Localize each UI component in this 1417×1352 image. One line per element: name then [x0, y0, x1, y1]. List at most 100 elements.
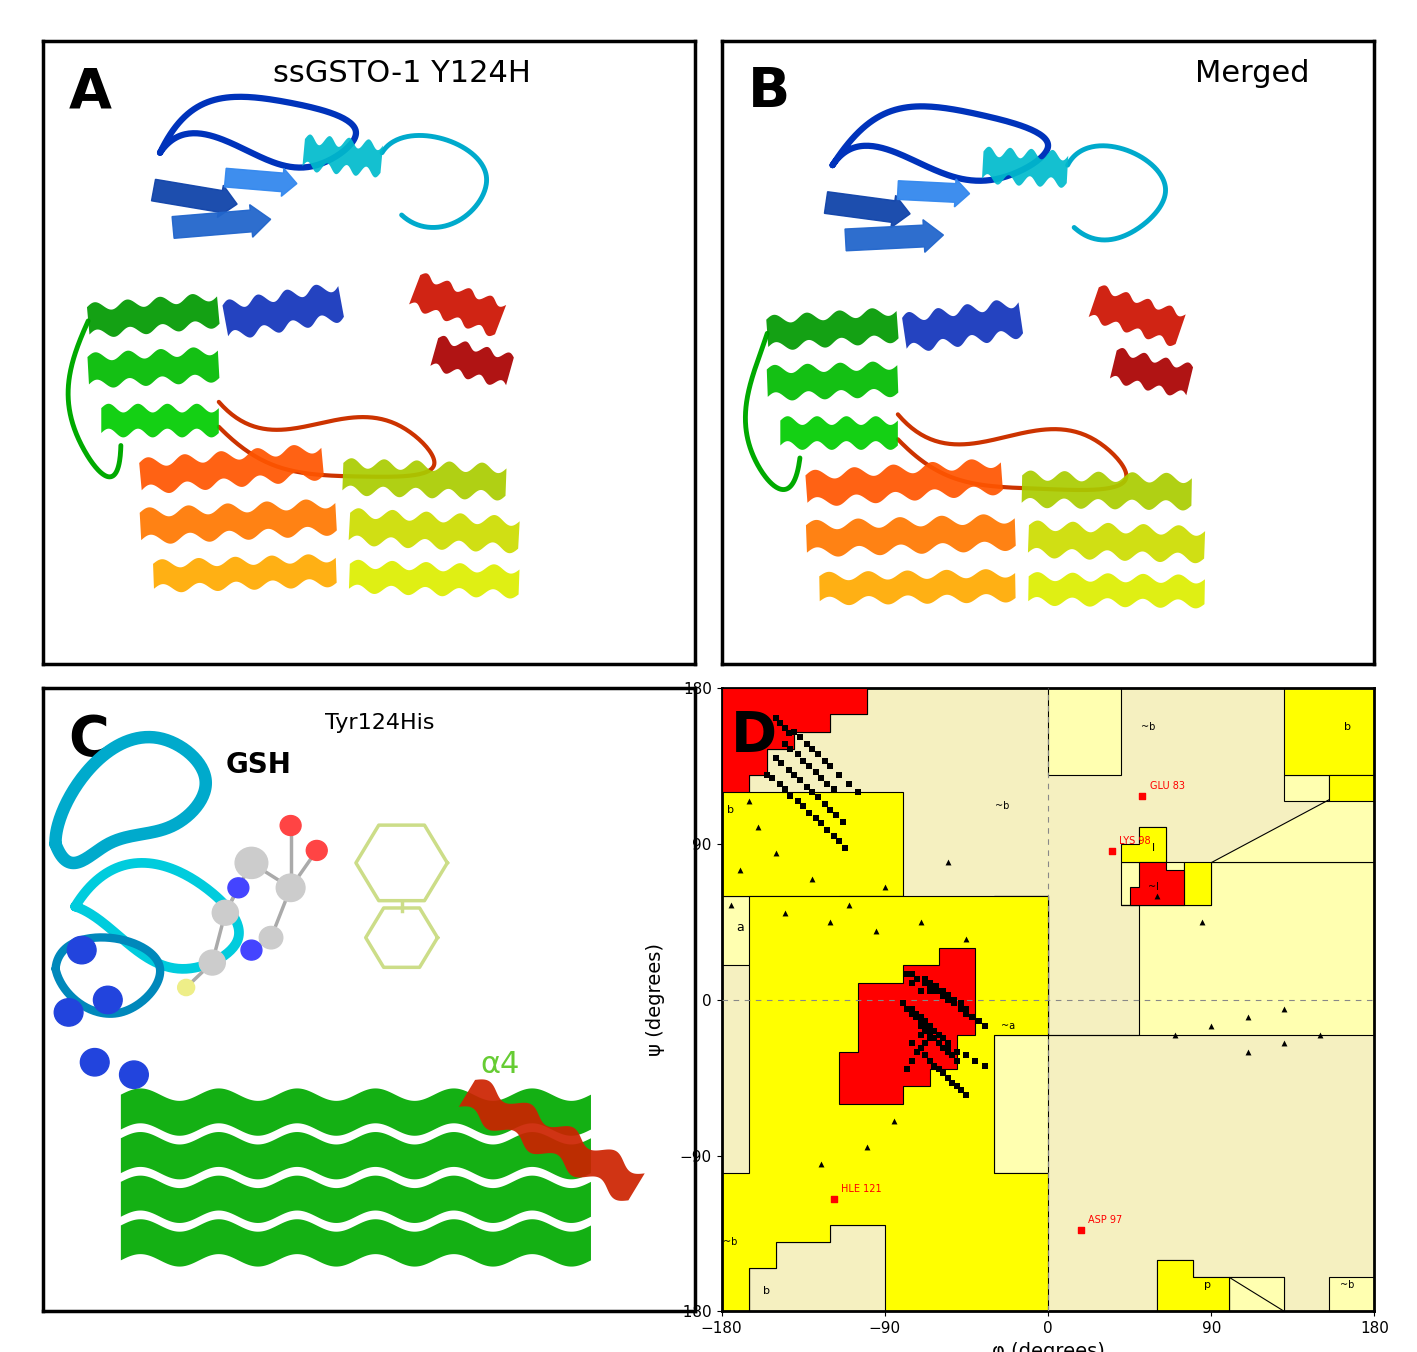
Point — [922, 1055, 945, 1076]
Point — [813, 750, 836, 772]
Polygon shape — [982, 147, 1068, 188]
Point — [801, 868, 823, 890]
Point — [914, 1015, 937, 1037]
Polygon shape — [767, 308, 898, 350]
Polygon shape — [721, 896, 839, 965]
Point — [788, 769, 811, 791]
Text: p: p — [1204, 1280, 1212, 1290]
Point — [813, 794, 836, 815]
Text: C: C — [68, 714, 109, 768]
Point — [765, 746, 788, 768]
Polygon shape — [1329, 1276, 1374, 1311]
Text: Merged: Merged — [1195, 59, 1309, 88]
Polygon shape — [1029, 572, 1204, 608]
Point — [828, 830, 850, 852]
Point — [720, 894, 743, 915]
Point — [825, 804, 847, 826]
Polygon shape — [781, 416, 898, 450]
Point — [931, 1028, 954, 1049]
Polygon shape — [86, 293, 220, 337]
Point — [955, 1084, 978, 1106]
Circle shape — [241, 940, 262, 960]
Point — [786, 790, 809, 811]
Text: b: b — [764, 1286, 771, 1295]
Point — [937, 1041, 959, 1063]
Point — [891, 992, 914, 1014]
Polygon shape — [1121, 861, 1212, 904]
Polygon shape — [120, 1132, 591, 1179]
Polygon shape — [1049, 1260, 1230, 1311]
Y-axis label: ψ (degrees): ψ (degrees) — [646, 944, 665, 1056]
Point — [896, 1059, 918, 1080]
Point — [931, 1061, 954, 1083]
Text: ~b: ~b — [996, 802, 1010, 811]
Point — [823, 777, 846, 799]
Polygon shape — [153, 554, 337, 592]
Polygon shape — [302, 134, 383, 177]
Point — [928, 1023, 951, 1045]
Point — [883, 1110, 905, 1132]
Point — [846, 781, 869, 803]
Polygon shape — [1049, 827, 1374, 1034]
Text: GLU 83: GLU 83 — [1149, 781, 1185, 791]
Point — [779, 738, 802, 760]
Polygon shape — [721, 688, 867, 792]
Point — [901, 998, 924, 1019]
Point — [904, 1006, 927, 1028]
Point — [910, 1006, 932, 1028]
Polygon shape — [1121, 827, 1166, 861]
Polygon shape — [459, 1079, 645, 1201]
Point — [806, 787, 829, 808]
Point — [914, 1010, 937, 1032]
Point — [1309, 1023, 1332, 1045]
Point — [910, 911, 932, 933]
Point — [918, 1023, 941, 1045]
Polygon shape — [993, 896, 1049, 1034]
Point — [761, 768, 784, 790]
X-axis label: φ (degrees): φ (degrees) — [992, 1341, 1104, 1352]
Point — [955, 1003, 978, 1025]
Point — [806, 744, 829, 765]
Point — [765, 707, 788, 729]
Point — [792, 750, 815, 772]
Polygon shape — [349, 508, 520, 553]
Polygon shape — [410, 273, 506, 337]
Circle shape — [68, 937, 96, 964]
Polygon shape — [88, 347, 220, 388]
Circle shape — [200, 950, 225, 975]
Point — [901, 1049, 924, 1071]
Text: l: l — [1152, 842, 1155, 853]
Point — [815, 773, 837, 795]
Point — [795, 733, 818, 754]
Text: Tyr124His: Tyr124His — [324, 714, 434, 733]
Polygon shape — [101, 404, 218, 438]
Text: b: b — [1343, 722, 1350, 731]
Point — [905, 968, 928, 990]
Point — [905, 1041, 928, 1063]
Polygon shape — [805, 460, 1003, 506]
Text: ~b: ~b — [724, 1237, 738, 1247]
Point — [901, 1033, 924, 1055]
Point — [937, 984, 959, 1006]
Point — [910, 980, 932, 1002]
Text: α4: α4 — [480, 1049, 520, 1079]
Point — [864, 919, 887, 941]
Point — [823, 1188, 846, 1210]
Point — [937, 990, 959, 1011]
Point — [922, 1028, 945, 1049]
Circle shape — [259, 926, 283, 949]
Point — [928, 980, 951, 1002]
Point — [942, 990, 965, 1011]
Point — [782, 721, 805, 742]
Text: ssGSTO-1 Y124H: ssGSTO-1 Y124H — [272, 59, 530, 88]
Polygon shape — [1022, 470, 1192, 511]
Point — [904, 1003, 927, 1025]
Point — [768, 773, 791, 795]
Point — [737, 790, 760, 811]
Text: b: b — [727, 804, 734, 815]
Circle shape — [281, 815, 300, 836]
Polygon shape — [806, 514, 1016, 557]
Point — [837, 894, 860, 915]
Point — [968, 1010, 990, 1032]
Text: B: B — [748, 65, 789, 119]
